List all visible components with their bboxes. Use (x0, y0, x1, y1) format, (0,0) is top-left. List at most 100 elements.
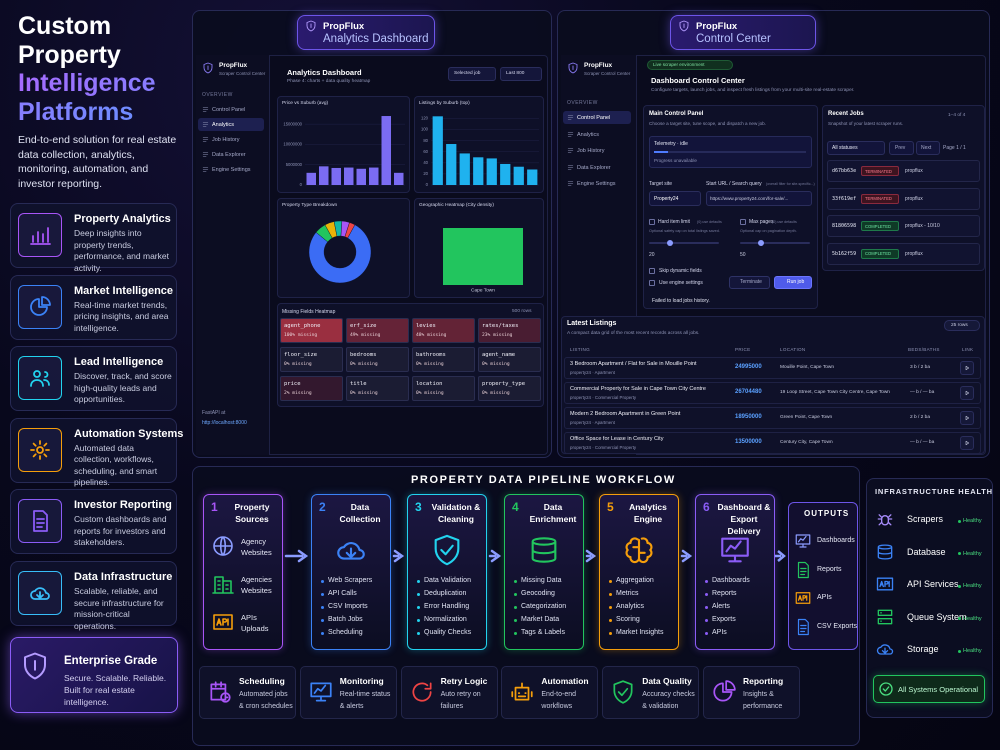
icon-glyph (213, 536, 233, 556)
icon (202, 167, 209, 172)
enterprise-card (10, 637, 178, 713)
icon-glyph (877, 609, 893, 624)
stage-number: 3 (415, 500, 422, 514)
site-select[interactable] (649, 191, 701, 206)
stage-number: 6 (703, 500, 710, 514)
infra-name: API Services (907, 579, 959, 589)
heatmap-value: 0% missing (416, 391, 444, 396)
listing-price: 18950000 (735, 414, 762, 420)
heat-label: Cape Town (471, 287, 495, 293)
icon (965, 365, 970, 371)
run-button[interactable] (774, 276, 812, 289)
status-dot (958, 552, 961, 555)
stage-card (504, 494, 584, 650)
job-status: COMPLETED (865, 251, 892, 256)
link-button[interactable] (960, 386, 974, 400)
bullet (321, 593, 324, 596)
icon (965, 415, 970, 421)
icon-glyph (795, 534, 811, 548)
bullet (705, 619, 708, 622)
heatmap-rows: 500 rows (512, 309, 532, 314)
bar (486, 158, 497, 185)
nav-item[interactable]: Engine Settings (577, 181, 616, 187)
heatmap-field: location (416, 381, 443, 387)
checkbox[interactable] (649, 219, 655, 225)
terminate-button[interactable] (729, 276, 770, 289)
site-value: Property24 (654, 196, 679, 202)
icon-glyph (306, 20, 316, 32)
nav-item[interactable]: Control Panel (212, 107, 246, 113)
icon (877, 514, 893, 526)
checkbox[interactable] (649, 280, 655, 286)
nav-item[interactable]: Data Explorer (212, 152, 246, 158)
listing-row[interactable] (564, 357, 981, 379)
stage-card (407, 494, 487, 650)
icon (567, 164, 574, 170)
card-subtitle: Choose a target site, tune scope, and di… (649, 121, 766, 126)
nav-item[interactable]: Job History (577, 148, 605, 154)
slider-value: 50 (740, 252, 746, 258)
checkbox[interactable] (649, 268, 655, 274)
prev-button[interactable] (889, 141, 914, 155)
nav-item[interactable]: Engine Settings (212, 167, 251, 173)
flow-arrow (392, 549, 405, 563)
nav-item[interactable]: Analytics (212, 122, 235, 128)
feature-title: Investor Reporting (74, 499, 172, 512)
icon-glyph (877, 543, 893, 560)
donut-slice (344, 222, 356, 239)
job-row[interactable] (827, 160, 980, 182)
job-row[interactable] (827, 187, 980, 210)
nav-item[interactable]: Data Explorer (577, 164, 611, 171)
job-id: d67bb63e (832, 168, 857, 174)
link-button[interactable] (960, 436, 974, 450)
env-badge (647, 60, 733, 70)
heatmap-field: levies (416, 323, 436, 329)
bar (381, 116, 391, 185)
select-control[interactable] (500, 67, 542, 81)
url-input[interactable] (706, 191, 812, 206)
feature-tile-title: Reporting (743, 676, 784, 686)
y-tick-label: 80 (423, 138, 428, 143)
icon-glyph (30, 587, 50, 600)
icon (567, 181, 574, 186)
slider-track[interactable] (740, 242, 810, 244)
slider-track[interactable] (649, 242, 719, 244)
nav-item[interactable]: Job History (212, 137, 240, 143)
listing-price: 24995000 (735, 364, 762, 370)
job-name: propflux (905, 195, 923, 202)
link-button[interactable] (960, 361, 974, 375)
listing-beds: 3 b / 2 ba (910, 365, 931, 370)
icon (202, 107, 209, 112)
slider-knob[interactable] (667, 240, 673, 246)
listing-row[interactable] (564, 432, 981, 454)
link-button[interactable] (960, 411, 974, 425)
option-label[interactable]: Use engine settings (659, 280, 703, 286)
icon-glyph (30, 227, 51, 245)
nav-item[interactable]: Control Panel (577, 115, 611, 121)
status-filter[interactable] (827, 141, 885, 155)
nav-item[interactable]: Analytics (577, 131, 600, 138)
listing-row[interactable] (564, 407, 981, 429)
checkbox[interactable] (740, 219, 746, 225)
icon (795, 592, 811, 604)
icon-glyph (30, 439, 50, 460)
slider-knob[interactable] (758, 240, 764, 246)
next-button[interactable] (916, 141, 940, 155)
heatmap-cell (478, 376, 541, 401)
select-control[interactable] (448, 67, 496, 81)
icon (412, 682, 432, 702)
app-link[interactable]: http://localhost:8000 (202, 420, 247, 426)
job-row[interactable] (827, 242, 980, 265)
icon-glyph (202, 122, 209, 127)
icon (567, 148, 574, 153)
job-row[interactable] (827, 215, 980, 237)
icon (24, 652, 46, 680)
progress-track (654, 151, 806, 153)
icon-glyph (24, 652, 46, 680)
stage-number: 4 (512, 500, 519, 514)
pipeline-title: PROPERTY DATA PIPELINE WORKFLOW (411, 474, 676, 486)
option-label[interactable]: Skip dynamic fields (659, 268, 702, 274)
listing-row[interactable] (564, 382, 981, 404)
listing-location: Green Point, Cape Town (780, 415, 833, 420)
